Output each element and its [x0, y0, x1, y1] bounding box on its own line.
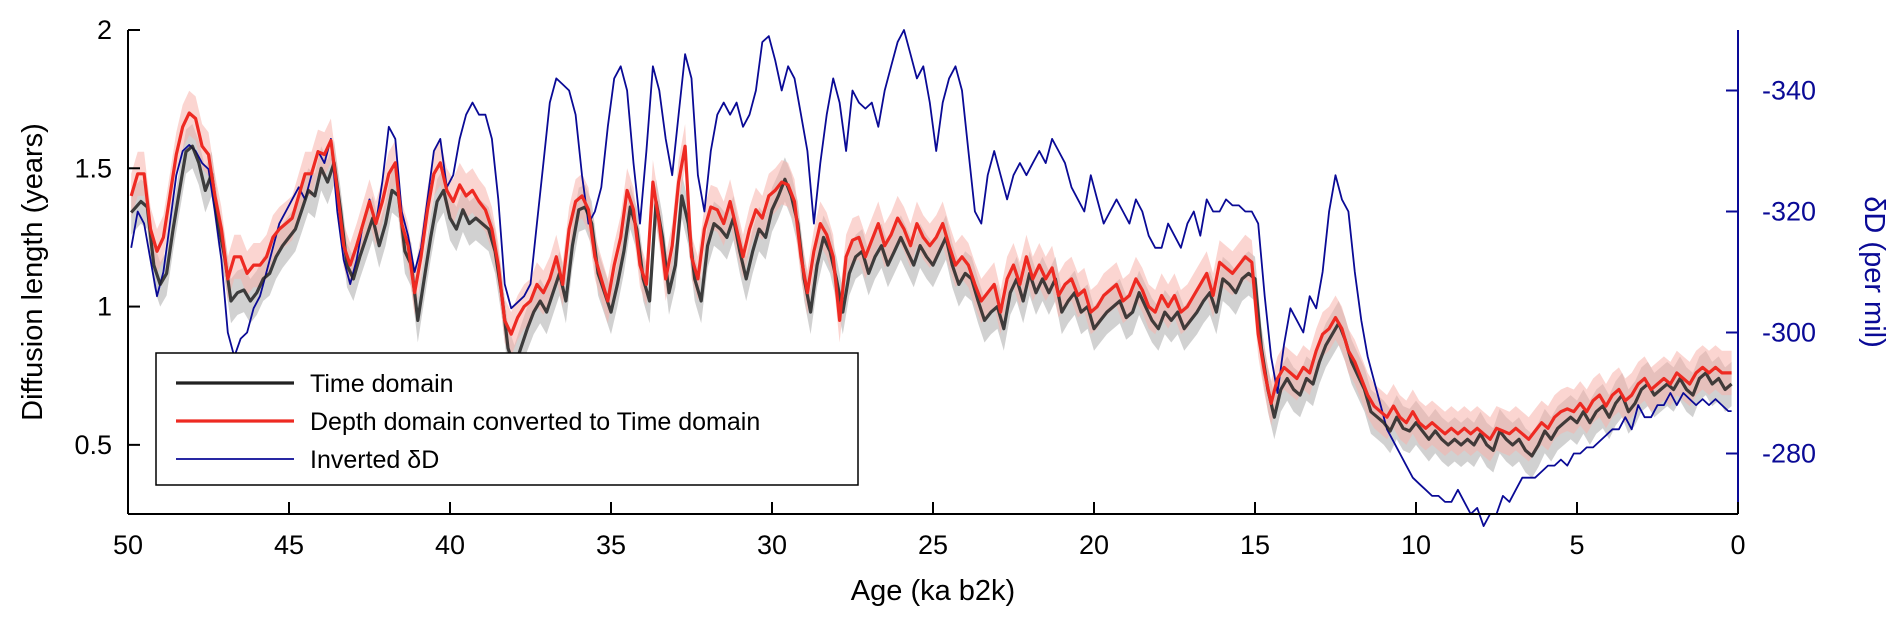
x-tick-label: 10: [1401, 530, 1431, 560]
y-right-tick-label: -280: [1762, 439, 1816, 469]
legend-box: [155, 352, 859, 486]
x-tick-label: 45: [274, 530, 304, 560]
depth-domain-band: [131, 90, 1732, 462]
y-left-tick-label: 1.5: [74, 153, 112, 183]
depth-domain-line: [129, 111, 1732, 441]
axes: 50 45 40 35 30 25 20 15 10 5 00.511.52-280-300-320…: [74, 15, 1816, 560]
y-right-tick-label: -340: [1762, 76, 1816, 106]
y-left-tick-label: 1: [97, 292, 112, 322]
x-tick-label: 35: [596, 530, 626, 560]
y-left-tick-label: 2: [97, 15, 112, 45]
uncertainty-bands: [131, 90, 1732, 478]
y-right-axis-label: δD (per mil): [1858, 196, 1890, 347]
x-tick-label: 50: [113, 530, 143, 560]
inverted-dd-line: [130, 29, 1732, 527]
plot-area: [129, 29, 1733, 527]
x-tick-label: 40: [435, 530, 465, 560]
y-right-tick-label: -320: [1762, 197, 1816, 227]
y-left-tick-label: 0.5: [74, 430, 112, 460]
y-left-axis-label: Diffusion length (years): [17, 123, 49, 421]
x-tick-label: 5: [1569, 530, 1584, 560]
x-tick-label: 30: [757, 530, 787, 560]
series-lines: [129, 29, 1733, 527]
x-tick-label: 0: [1730, 530, 1745, 560]
y-right-tick-label: -300: [1762, 318, 1816, 348]
legend-label-depth-domain: Depth domain converted to Time domain: [310, 408, 760, 436]
legend: Time domain Depth domain converted to Tim…: [155, 352, 859, 486]
x-tick-label: 25: [918, 530, 948, 560]
x-tick-label: 20: [1079, 530, 1109, 560]
x-axis-label: Age (ka b2k): [851, 575, 1015, 607]
legend-label-time-domain: Time domain: [310, 370, 454, 398]
legend-label-inverted-dd: Inverted δD: [310, 446, 439, 474]
x-tick-label: 15: [1240, 530, 1270, 560]
